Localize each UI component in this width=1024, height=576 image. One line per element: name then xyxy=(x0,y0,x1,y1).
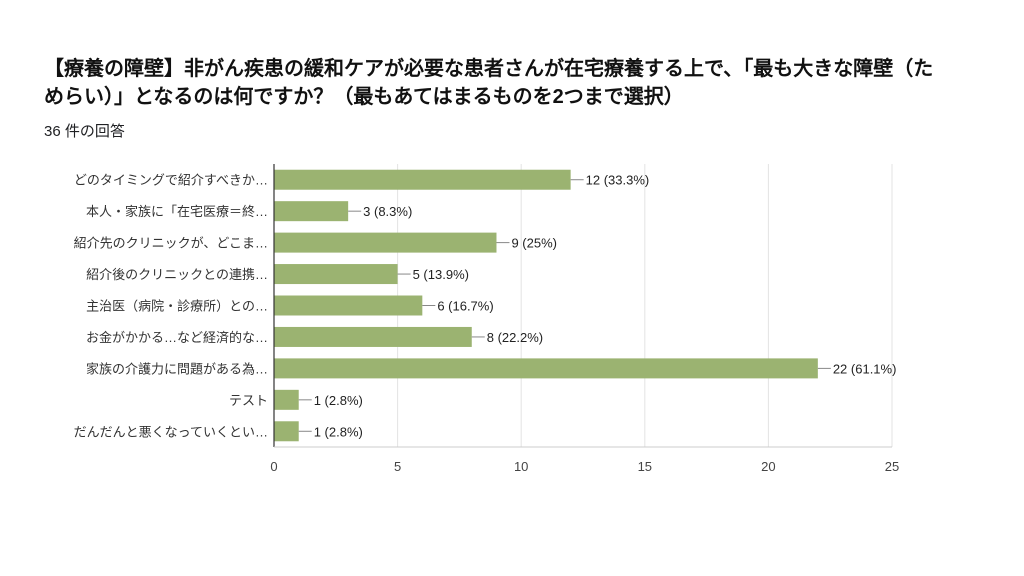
x-tick-label: 0 xyxy=(270,459,277,474)
data-label: 9 (25%) xyxy=(511,236,557,251)
data-label: 12 (33.3%) xyxy=(586,173,650,188)
data-label: 1 (2.8%) xyxy=(314,424,363,439)
x-tick-label: 10 xyxy=(514,459,528,474)
data-label: 8 (22.2%) xyxy=(487,330,543,345)
x-tick-label: 20 xyxy=(761,459,775,474)
category-label: お金がかかる…など経済的な… xyxy=(86,330,268,345)
response-count: 36 件の回答 xyxy=(44,123,125,140)
category-label: 主治医（病院・診療所）との… xyxy=(86,299,268,314)
bar xyxy=(274,232,497,253)
bar xyxy=(274,201,349,222)
bar xyxy=(274,264,398,285)
data-label: 6 (16.7%) xyxy=(437,299,493,314)
data-label: 5 (13.9%) xyxy=(413,267,469,282)
category-label: 紹介後のクリニックとの連携… xyxy=(86,267,268,282)
bar xyxy=(274,326,472,347)
data-label: 1 (2.8%) xyxy=(314,393,363,408)
data-label: 22 (61.1%) xyxy=(833,361,897,376)
data-label: 3 (8.3%) xyxy=(363,204,412,219)
bar xyxy=(274,295,423,316)
category-label: テスト xyxy=(229,393,268,408)
category-label: だんだんと悪くなっていくとい… xyxy=(74,424,268,439)
x-tick-label: 15 xyxy=(638,459,652,474)
bar xyxy=(274,169,571,190)
x-tick-label: 5 xyxy=(394,459,401,474)
bar xyxy=(274,358,818,379)
category-label: 家族の介護力に問題がある為… xyxy=(86,361,268,376)
category-label: どのタイミングで紹介すべきか… xyxy=(74,173,268,188)
chart-title: 【療養の障壁】非がん疾患の緩和ケアが必要な患者さんが在宅療養する上で、「最も大き… xyxy=(44,58,934,108)
category-label: 紹介先のクリニックが、どこま… xyxy=(74,236,268,251)
x-tick-label: 25 xyxy=(885,459,899,474)
bar xyxy=(274,421,299,442)
bar xyxy=(274,389,299,410)
category-label: 本人・家族に「在宅医療＝終… xyxy=(86,204,268,219)
